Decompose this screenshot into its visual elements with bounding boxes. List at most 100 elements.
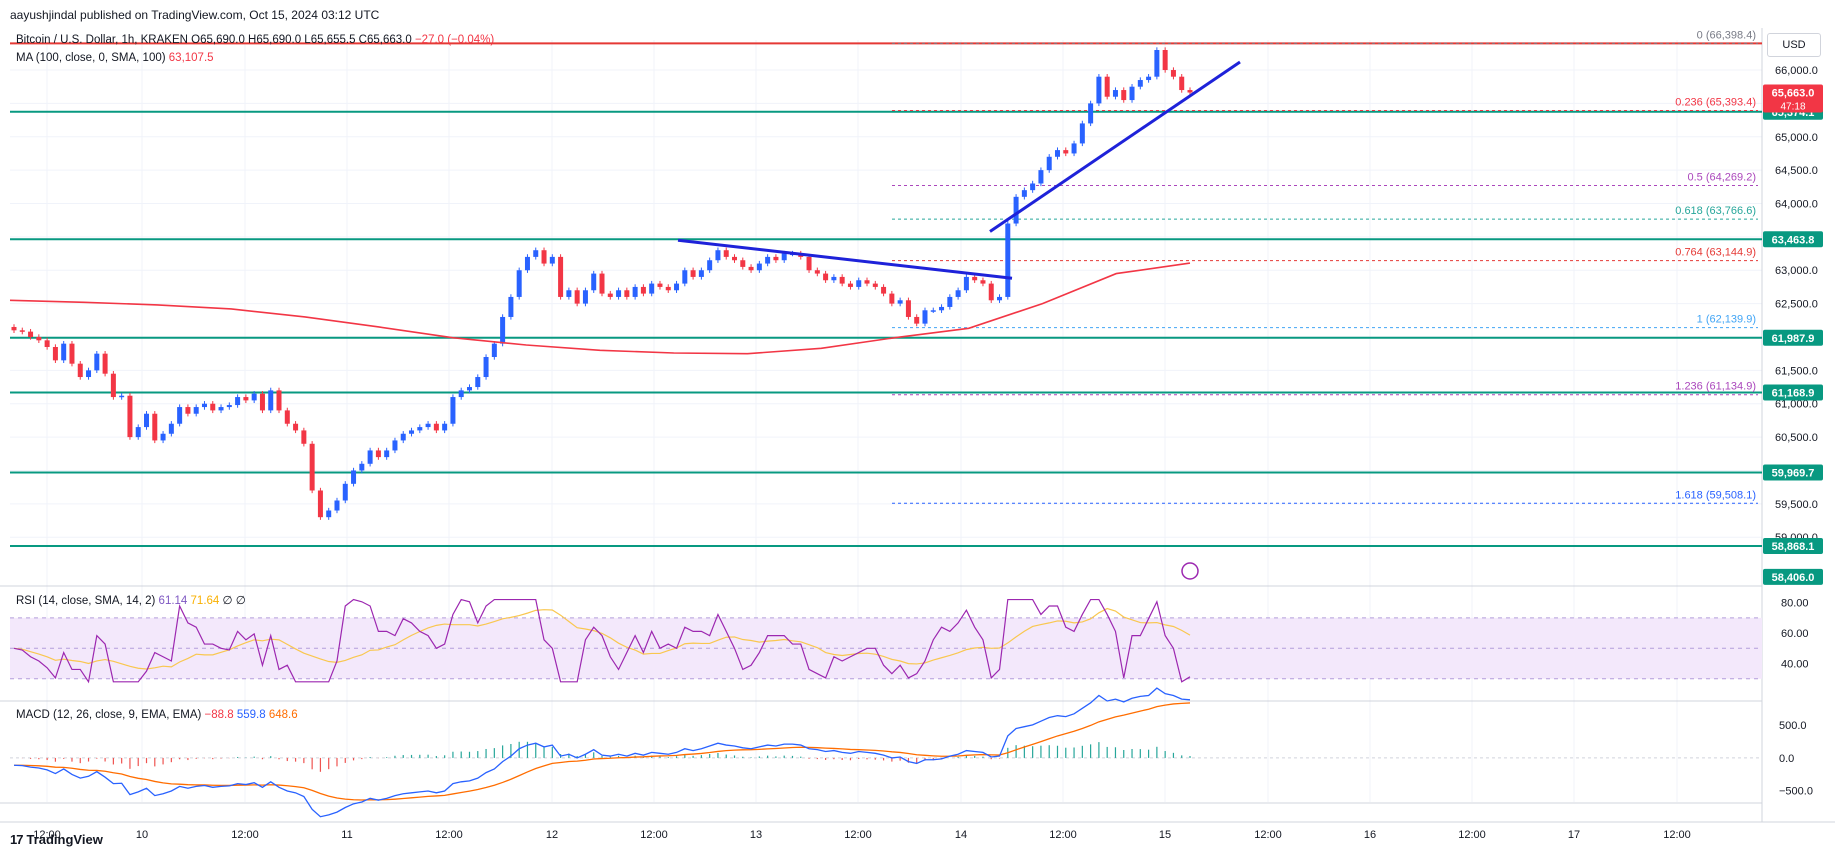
macd-label: MACD (12, 26, close, 9, EMA, EMA)	[16, 709, 202, 721]
candle-body	[251, 393, 257, 401]
price-axis-label: 65,000.0	[1775, 132, 1818, 144]
candle-body	[1129, 86, 1135, 101]
candle-body	[516, 270, 522, 297]
candle-body	[864, 280, 870, 284]
candle-body	[351, 470, 357, 484]
candle-body	[1030, 183, 1036, 191]
level-price-tag-bg	[1763, 464, 1823, 481]
candle-body	[1054, 150, 1060, 157]
price-axis-label: 59,500.0	[1775, 499, 1818, 511]
macd-axis-label: −500.0	[1779, 786, 1813, 798]
candle-body	[541, 250, 547, 264]
candle-body	[756, 263, 762, 271]
candle-body	[1038, 170, 1044, 184]
candle-body	[425, 423, 431, 428]
price-change: −27.0 (−0.04%)	[414, 34, 495, 46]
candle-body	[508, 296, 514, 317]
time-axis-label: 12:00	[231, 829, 259, 841]
candle-body	[1046, 156, 1052, 171]
candle-body	[839, 276, 845, 284]
candle-body	[1121, 90, 1127, 101]
fib-level-label: 0.618 (63,766.6)	[1675, 205, 1756, 217]
candle-body	[301, 430, 307, 444]
candle-body	[177, 407, 183, 424]
candle-body	[1154, 50, 1160, 77]
candle-body	[52, 346, 58, 361]
candle-body	[674, 283, 680, 291]
candle-body	[955, 290, 961, 297]
candle-body	[715, 250, 721, 261]
candle-body	[1021, 190, 1027, 197]
candle-body	[897, 300, 903, 304]
price-axis-label: 66,000.0	[1775, 65, 1818, 77]
level-price-tag: 63,463.8	[1772, 234, 1815, 246]
candle-body	[86, 370, 92, 378]
candle-body	[533, 250, 539, 257]
fib-level-label: 1 (62,139.9)	[1697, 314, 1756, 326]
time-axis-label: 14	[955, 829, 967, 841]
candle-body	[690, 270, 696, 277]
time-axis-label: 12:00	[844, 829, 872, 841]
currency-selector[interactable]: USD	[1767, 33, 1821, 57]
candle-body	[881, 286, 887, 294]
time-axis-label: 12:00	[1663, 829, 1691, 841]
time-axis-label: 12:00	[33, 829, 61, 841]
candle-body	[135, 427, 141, 438]
candle-body	[558, 256, 564, 297]
time-axis-label: 12:00	[1458, 829, 1486, 841]
fib-level-label: 0 (66,398.4)	[1697, 29, 1756, 41]
ma-legend: MA (100, close, 0, SMA, 100) 63,107.5	[16, 52, 214, 64]
candle-body	[566, 290, 572, 297]
candle-body	[732, 256, 738, 261]
candle-body	[276, 390, 282, 411]
rsi-axis-label: 60.00	[1781, 628, 1809, 640]
candle-body	[549, 256, 555, 264]
candle-body	[384, 450, 390, 458]
time-axis-label: 12:00	[640, 829, 668, 841]
ascending-trendline	[989, 60, 1241, 233]
level-price-tag: 58,406.0	[1772, 572, 1815, 584]
level-price-tag-bg	[1763, 538, 1823, 555]
macd-axis-label: 0.0	[1779, 753, 1794, 765]
brand-name: TradingView	[26, 832, 103, 847]
time-axis-label: 13	[750, 829, 762, 841]
candle-body	[61, 343, 67, 361]
candle-body	[442, 423, 448, 431]
candle-body	[375, 450, 381, 458]
rsi-label: RSI (14, close, SMA, 14, 2)	[16, 595, 156, 607]
candle-body	[334, 500, 340, 511]
candle-body	[491, 343, 497, 358]
ma100-line	[9, 262, 1191, 355]
candle-body	[781, 253, 787, 261]
candle-body	[392, 440, 398, 451]
candle-body	[624, 290, 630, 297]
level-price-tag: 61,987.9	[1772, 333, 1815, 345]
candle-body	[657, 283, 663, 287]
ma-label: MA (100, close, 0, SMA, 100)	[16, 52, 166, 64]
candle-body	[599, 273, 605, 294]
candle-body	[930, 310, 936, 312]
time-axis-label: 16	[1364, 829, 1376, 841]
candle-body	[997, 296, 1003, 301]
macd-signal-line	[13, 702, 1191, 801]
macd-histogram-value: −88.8	[204, 709, 234, 721]
candle-body	[1187, 90, 1193, 93]
level-price-tag: 61,168.9	[1772, 387, 1815, 399]
price-axis-label: 60,500.0	[1775, 432, 1818, 444]
current-price-tag: 65,663.0	[1772, 88, 1815, 100]
candle-body	[293, 423, 299, 431]
candle-body	[409, 430, 415, 434]
candle-body	[591, 273, 597, 291]
candle-body	[847, 283, 853, 287]
candle-body	[640, 286, 646, 294]
time-axis-label: 12:00	[1254, 829, 1282, 841]
tradingview-logo[interactable]: 17 TradingView	[10, 832, 103, 847]
candle-body	[342, 483, 348, 501]
fib-level-label: 1.618 (59,508.1)	[1675, 489, 1756, 501]
candle-body	[963, 276, 969, 291]
candle-body	[1162, 50, 1168, 71]
candle-body	[268, 390, 274, 411]
price-axis-label: 62,500.0	[1775, 299, 1818, 311]
candle-body	[1013, 196, 1019, 224]
